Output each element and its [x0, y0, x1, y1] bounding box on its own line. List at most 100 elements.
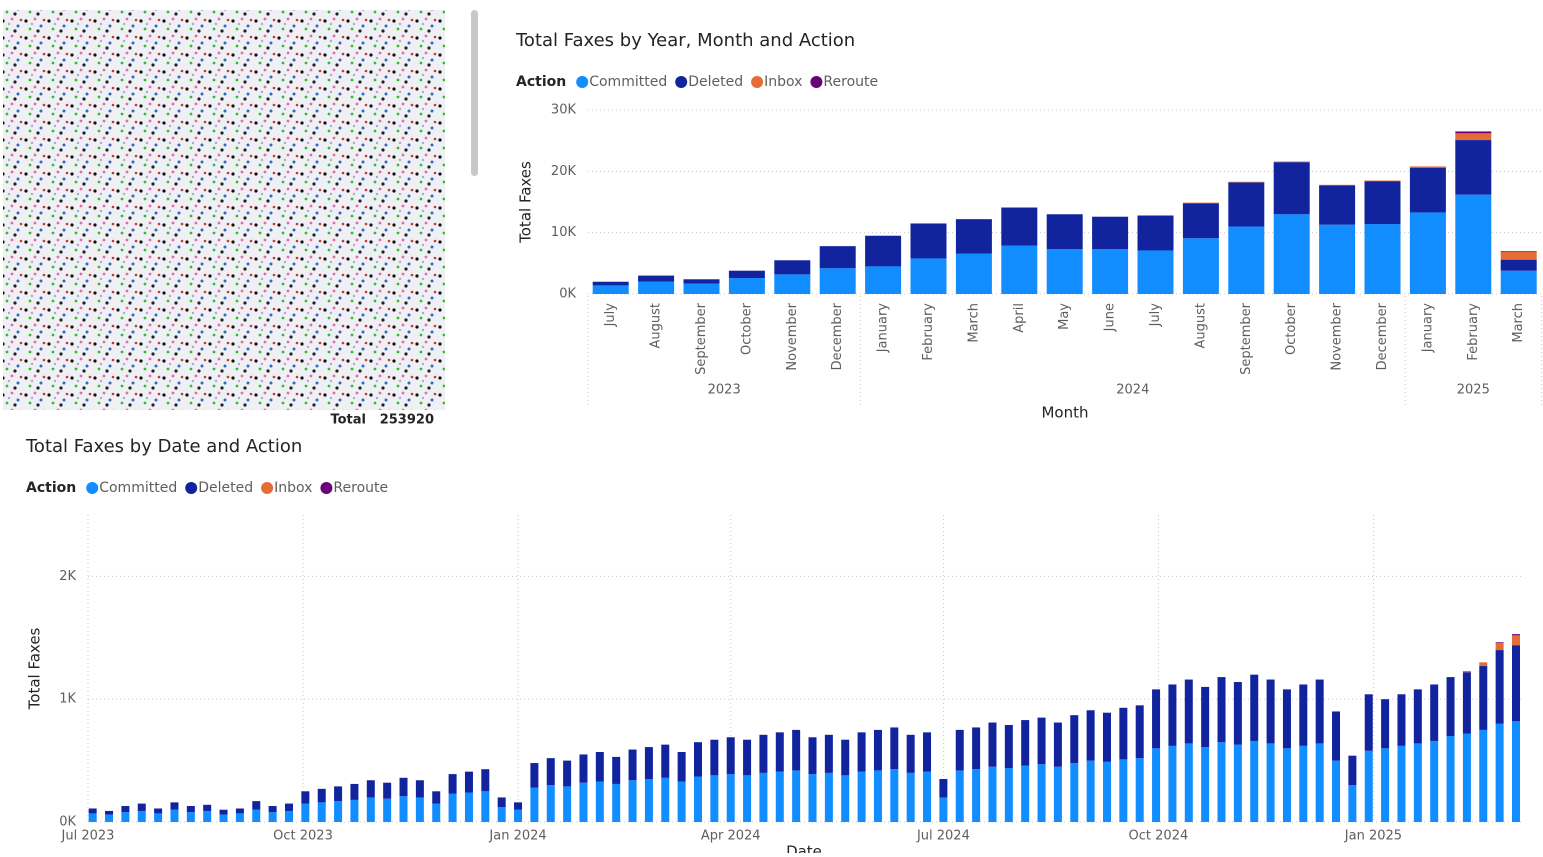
bar-segment: [1462, 670, 1471, 673]
bar-segment: [1217, 742, 1226, 822]
bar-segment: [1413, 689, 1422, 744]
bar-segment: [1495, 723, 1504, 822]
bar-segment: [203, 810, 212, 822]
legend-label: Inbox: [764, 74, 802, 90]
bar-segment: [644, 779, 653, 822]
bar-segment: [638, 281, 675, 294]
bar-segment: [808, 774, 817, 822]
bar-segment: [1332, 711, 1341, 761]
bar-segment: [1001, 245, 1038, 294]
legend-title: Action: [26, 480, 76, 496]
bar-segment: [728, 278, 765, 294]
y-tick-label: 2K: [59, 569, 76, 584]
bar-segment: [1495, 642, 1504, 651]
x-tick-label: Jan 2025: [1344, 829, 1402, 844]
legend-swatch: [810, 76, 823, 88]
bar-segment: [923, 732, 932, 772]
bar-segment: [955, 729, 964, 771]
bar-segment: [432, 791, 441, 804]
bar-segment: [252, 809, 261, 822]
bar-segment: [1409, 212, 1446, 294]
x-tick-label: February: [921, 303, 936, 361]
bar-segment: [592, 281, 629, 286]
bar-segment: [726, 737, 735, 775]
bar-segment: [1409, 167, 1446, 213]
x-group-label: 2024: [1116, 383, 1149, 398]
bar-segment: [923, 771, 932, 822]
y-axis-title: Total Faxes: [517, 161, 535, 244]
bar-segment: [774, 260, 811, 275]
bar-segment: [1282, 689, 1291, 749]
bar-segment: [774, 274, 811, 294]
obscured-matrix: [3, 10, 445, 410]
bar-segment: [955, 770, 964, 822]
bar-segment: [1182, 238, 1219, 294]
x-tick-label: January: [876, 303, 891, 354]
scrollbar[interactable]: [471, 10, 478, 176]
bar-segment: [1381, 748, 1390, 822]
bar-segment: [1053, 766, 1062, 822]
bar-segment: [334, 786, 343, 802]
bar-segment: [121, 806, 130, 813]
bar-segment: [1348, 785, 1357, 822]
bar-segment: [988, 766, 997, 822]
bar-segment: [464, 771, 473, 793]
chart-title: Total Faxes by Year, Month and Action: [515, 30, 855, 51]
bar-segment: [1319, 224, 1356, 294]
bar-segment: [743, 739, 752, 776]
bar-segment: [1273, 162, 1310, 215]
bar-segment: [579, 782, 588, 822]
bar-segment: [366, 797, 375, 822]
x-tick-label: December: [830, 302, 845, 370]
bar-segment: [873, 729, 882, 771]
bar-segment: [1479, 662, 1488, 667]
bar-segment: [1046, 249, 1083, 294]
bar-segment: [1479, 729, 1488, 822]
bar-segment: [464, 792, 473, 822]
x-tick-label: October: [1284, 302, 1299, 355]
bar-segment: [1273, 161, 1310, 163]
x-tick-label: July: [1148, 303, 1163, 328]
x-axis-title: Month: [1041, 404, 1088, 422]
bar-segment: [819, 246, 856, 269]
bar-segment: [546, 785, 555, 822]
bar-segment: [1135, 758, 1144, 822]
bar-segment: [1364, 224, 1401, 294]
bar-segment: [628, 749, 637, 781]
x-tick-label: Jul 2024: [916, 829, 970, 844]
bar-segment: [1021, 720, 1030, 766]
bar-segment: [726, 774, 735, 822]
legend-label: Deleted: [198, 480, 253, 496]
bar-segment: [1021, 765, 1030, 822]
bar-segment: [710, 739, 719, 776]
bar-segment: [819, 268, 856, 294]
bar-segment: [1381, 699, 1390, 749]
bar-segment: [1495, 642, 1504, 643]
bar-segment: [383, 782, 392, 799]
bar-segment: [595, 752, 604, 782]
bar-segment: [334, 801, 343, 822]
bar-segment: [683, 283, 720, 294]
bar-segment: [235, 813, 244, 822]
bar-segment: [514, 809, 523, 822]
bar-segment: [1250, 674, 1259, 741]
bar-segment: [955, 219, 992, 254]
bar-segment: [154, 813, 163, 822]
bar-segment: [1046, 214, 1083, 250]
bar-segment: [105, 810, 114, 815]
bar-segment: [1250, 740, 1259, 822]
x-tick-label: October: [739, 302, 754, 355]
bar-segment: [105, 814, 114, 822]
x-tick-label: March: [1511, 303, 1526, 343]
bar-segment: [628, 780, 637, 822]
bar-segment: [1228, 181, 1265, 183]
bar-segment: [1152, 748, 1161, 822]
y-axis-title: Total Faxes: [26, 627, 44, 710]
bar-segment: [710, 775, 719, 822]
bar-segment: [1511, 645, 1520, 722]
bar-segment: [1086, 760, 1095, 822]
bar-segment: [1137, 250, 1174, 294]
bar-segment: [775, 771, 784, 822]
bar-segment: [683, 279, 720, 284]
